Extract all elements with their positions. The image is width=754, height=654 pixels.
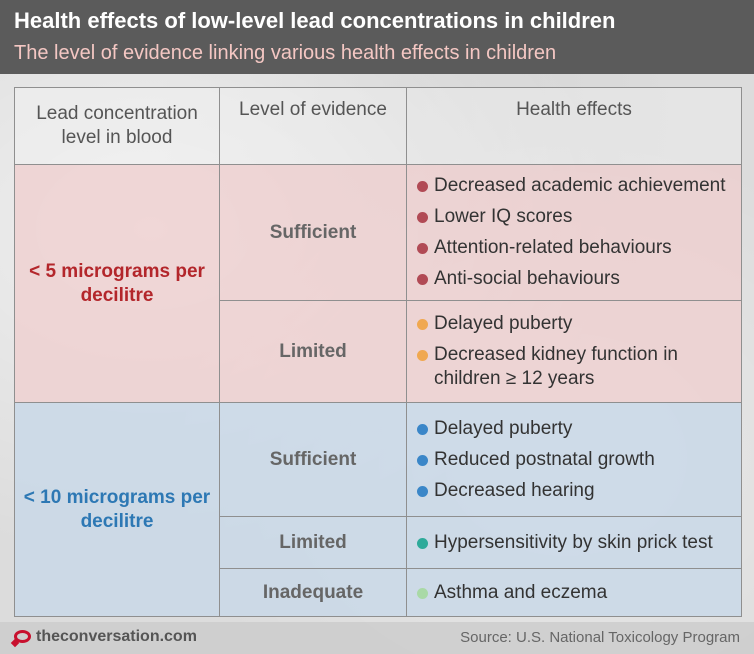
effect-label: Asthma and eczema <box>434 581 608 603</box>
site-link[interactable]: theconversation.com <box>36 628 197 645</box>
effects-cell: Delayed puberty Decreased kidney functio… <box>406 300 742 403</box>
effect-label: Anti-social behaviours <box>434 268 620 289</box>
bullet-dot-icon <box>417 537 428 549</box>
effects-cell: Asthma and eczema <box>406 568 742 617</box>
bullet-dot-icon <box>417 350 428 361</box>
bullet-dot-icon <box>417 454 428 466</box>
evidence-level-cell: Limited <box>219 300 407 403</box>
bullet-dot-icon <box>417 243 428 254</box>
effect-label: Delayed puberty <box>434 417 573 439</box>
list-item: Delayed puberty <box>417 312 741 336</box>
effects-list: Asthma and eczema <box>407 581 741 605</box>
effect-label: Lower IQ scores <box>434 206 573 227</box>
table-header-row: Lead concentration level in blood Level … <box>14 87 742 165</box>
effect-label: Decreased academic achievement <box>434 175 726 196</box>
effect-label: Attention-related behaviours <box>434 237 672 258</box>
evidence-level-cell: Inadequate <box>219 568 407 617</box>
footer-bar: theconversation.com Source: U.S. Nationa… <box>0 622 754 654</box>
effects-list: Decreased academic achievement Lower IQ … <box>407 174 741 291</box>
list-item: Anti-social behaviours <box>417 267 741 291</box>
effect-label: Decreased hearing <box>434 479 595 501</box>
list-item: Reduced postnatal growth <box>417 448 741 472</box>
effects-list: Delayed puberty Reduced postnatal growth… <box>407 417 741 503</box>
effect-label: Reduced postnatal growth <box>434 448 655 470</box>
bullet-dot-icon <box>417 181 428 192</box>
effects-cell: Decreased academic achievement Lower IQ … <box>406 164 742 301</box>
table-row: Limited Hypersensitivity by skin prick t… <box>14 516 742 569</box>
list-item: Asthma and eczema <box>417 581 741 605</box>
list-item: Decreased academic achievement <box>417 174 741 198</box>
list-item: Decreased hearing <box>417 479 741 503</box>
effects-cell: Hypersensitivity by skin prick test <box>406 516 742 569</box>
bullet-dot-icon <box>417 485 428 497</box>
column-header-evidence: Level of evidence <box>219 87 407 165</box>
bullet-dot-icon <box>417 319 428 330</box>
list-item: Hypersensitivity by skin prick test <box>417 531 741 555</box>
table-row: < 10 micrograms per decilitre Sufficient… <box>14 402 742 617</box>
effects-list: Hypersensitivity by skin prick test <box>407 531 741 555</box>
effect-label: Decreased kidney function in children ≥ … <box>434 344 678 389</box>
list-item: Attention-related behaviours <box>417 236 741 260</box>
effects-list: Delayed puberty Decreased kidney functio… <box>407 312 741 391</box>
header-bar: Health effects of low-level lead concent… <box>0 0 754 74</box>
column-header-concentration: Lead concentration level in blood <box>14 87 220 165</box>
concentration-cell-5: < 5 micrograms per decilitre <box>14 164 220 403</box>
chart-subtitle: The level of evidence linking various he… <box>14 42 557 64</box>
effect-label: Delayed puberty <box>434 313 573 334</box>
column-header-effects: Health effects <box>406 87 742 165</box>
table-row: < 5 micrograms per decilitre Sufficient … <box>14 164 742 403</box>
bullet-dot-icon <box>417 212 428 223</box>
evidence-table: Lead concentration level in blood Level … <box>14 87 742 617</box>
effects-cell: Delayed puberty Reduced postnatal growth… <box>406 402 742 517</box>
evidence-level-cell: Limited <box>219 516 407 569</box>
concentration-cell-10: < 10 micrograms per decilitre <box>14 402 220 617</box>
list-item: Delayed puberty <box>417 417 741 441</box>
evidence-level-cell: Sufficient <box>219 402 407 517</box>
bullet-dot-icon <box>417 423 428 435</box>
effect-label: Hypersensitivity by skin prick test <box>434 531 713 553</box>
chart-title: Health effects of low-level lead concent… <box>14 8 616 33</box>
bullet-dot-icon <box>417 587 428 599</box>
list-item: Decreased kidney function in children ≥ … <box>417 343 741 391</box>
conversation-logo-icon <box>14 630 31 643</box>
bullet-dot-icon <box>417 274 428 285</box>
list-item: Lower IQ scores <box>417 205 741 229</box>
source-credit: Source: U.S. National Toxicology Program <box>460 629 740 646</box>
evidence-level-cell: Sufficient <box>219 164 407 301</box>
